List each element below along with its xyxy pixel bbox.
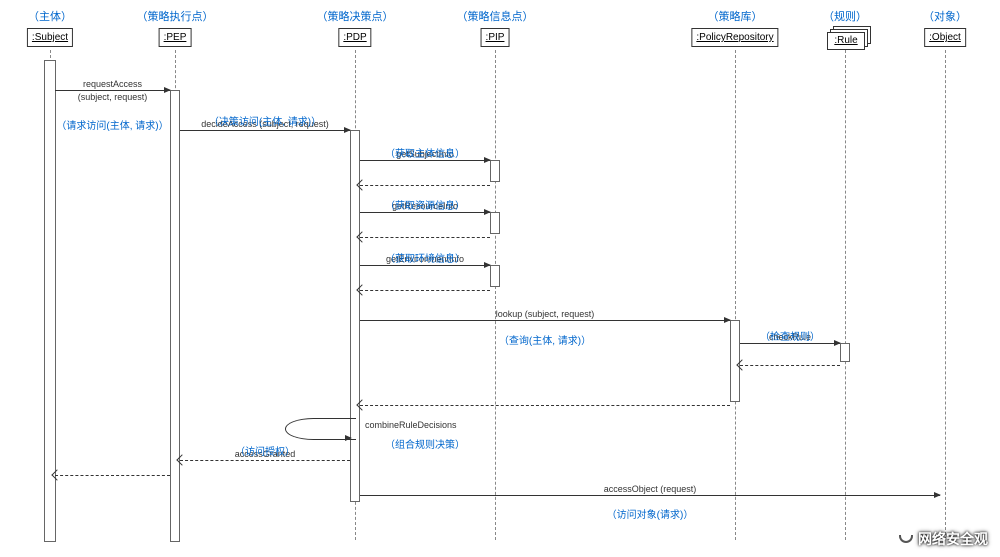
activation-subject (44, 60, 56, 542)
lifeline-title-subject: （主体） (28, 8, 72, 24)
arrow-head-2 (484, 157, 491, 163)
lifeline-header-pep: :PEP (159, 28, 192, 47)
sequence-diagram-canvas: （主体） :Subject （策略执行点） :PEP （策略决策点） :PDP （策略信息点… (0, 0, 1000, 557)
message-arrow-11 (360, 405, 730, 406)
message-sub-0: (subject, request) (78, 92, 148, 102)
lifeline-header-pip: :PIP (481, 28, 510, 47)
message-label-0: requestAccess (83, 79, 142, 89)
message-label-12: combineRuleDecisions (365, 420, 457, 430)
activation-pip (490, 212, 500, 234)
arrow-head-1 (344, 127, 351, 133)
message-arrow-15 (360, 495, 940, 496)
message-blue-8: （查询(主体, 请求)） (499, 332, 591, 347)
message-arrow-7 (360, 290, 490, 291)
message-arrow-13 (180, 460, 350, 461)
watermark: 网络安全观 (896, 529, 988, 549)
watermark-text: 网络安全观 (918, 529, 988, 549)
activation-rule (840, 343, 850, 362)
arrow-head-4 (484, 209, 491, 215)
lifeline-object (945, 50, 946, 540)
message-arrow-4 (360, 212, 490, 213)
lifeline-title-pip: （策略信息点） (457, 8, 534, 24)
message-arrow-8 (360, 320, 730, 321)
message-blue-0: （请求访问(主体, 请求)） (56, 117, 168, 132)
message-blue-4: （获取资源信息） (385, 197, 465, 212)
message-blue-1: （决策访问(主体, 请求)） (209, 113, 321, 128)
message-arrow-10 (740, 365, 840, 366)
message-blue-6: （获取环境信息） (385, 250, 465, 265)
message-arrow-9 (740, 343, 840, 344)
lifeline-pip (495, 50, 496, 540)
message-arrow-3 (360, 185, 490, 186)
message-blue-2: （获取主体信息） (385, 145, 465, 160)
activation-pep (170, 90, 180, 542)
arrow-head-6 (484, 262, 491, 268)
lifeline-title-pdp: （策略决策点） (317, 8, 394, 24)
lifeline-rule (845, 50, 846, 540)
arrow-head-9 (834, 340, 841, 346)
message-label-8: lookup (subject, request) (496, 309, 595, 319)
lifeline-header-policyrepo: :PolicyRepository (691, 28, 778, 47)
message-arrow-2 (360, 160, 490, 161)
message-label-15: accessObject (request) (604, 484, 697, 494)
lifeline-title-policyrepo: （策略库） (708, 8, 763, 24)
arrow-head-15 (934, 492, 941, 498)
lifeline-header-pdp: :PDP (338, 28, 371, 47)
activation-pip (490, 265, 500, 287)
message-arrow-6 (360, 265, 490, 266)
arrow-head-8 (724, 317, 731, 323)
message-blue-15: （访问对象(请求)） (607, 506, 694, 521)
message-arrow-0 (55, 90, 170, 91)
lifeline-header-subject: :Subject (27, 28, 73, 47)
message-arrow-1 (180, 130, 350, 131)
arrow-head-0 (164, 87, 171, 93)
message-blue-13: （访问授权） (235, 443, 295, 458)
lifeline-policyrepo (735, 50, 736, 540)
watermark-icon (896, 530, 914, 548)
lifeline-header-object: :Object (924, 28, 966, 47)
message-arrow-14 (55, 475, 170, 476)
message-blue-12: （组合规则决策） (385, 436, 465, 451)
message-arrow-5 (360, 237, 490, 238)
lifeline-title-object: （对象） (923, 8, 967, 24)
activation-pip (490, 160, 500, 182)
lifeline-title-pep: （策略执行点） (137, 8, 214, 24)
lifeline-title-rule: （规则） (823, 8, 867, 24)
message-blue-9: （检查规则） (760, 328, 820, 343)
